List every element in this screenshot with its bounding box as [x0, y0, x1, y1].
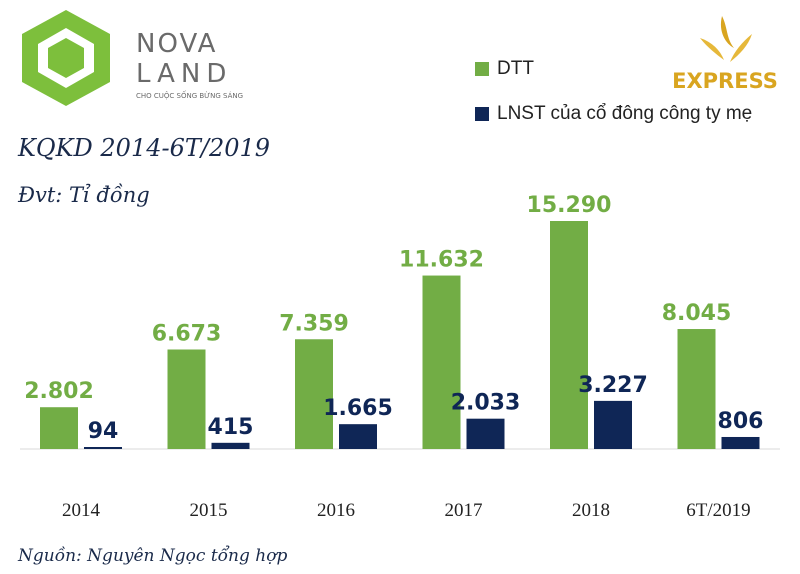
category-label-6t-2019: 6T/2019 — [686, 500, 750, 521]
bar-lnst-2014 — [84, 447, 122, 449]
express-bird-icon — [720, 16, 734, 48]
legend-item-lnst: LNST của cổ đông công ty mẹ — [475, 103, 752, 125]
data-label-lnst-2017: 2.033 — [451, 391, 521, 416]
express-logo-text: EXPRESS — [672, 69, 778, 93]
chart-unit: Đvt: Tỉ đồng — [18, 183, 150, 207]
category-label-2016: 2016 — [317, 500, 355, 521]
data-label-dtt-2014: 2.802 — [24, 379, 94, 404]
data-label-dtt-2016: 7.359 — [279, 311, 349, 336]
data-label-dtt-6t-2019: 8.045 — [662, 301, 732, 326]
data-label-dtt-2018: 15.290 — [527, 193, 612, 218]
category-label-2017: 2017 — [445, 500, 483, 521]
novaland-logo-text: NOVA — [136, 29, 217, 59]
bar-lnst-2018 — [594, 400, 632, 449]
novaland-logo-text-2: LAND — [136, 59, 232, 89]
data-label-dtt-2015: 6.673 — [152, 321, 222, 346]
bar-dtt-2018 — [550, 221, 588, 449]
bar-dtt-2016 — [295, 339, 333, 449]
legend-item-dtt: DTT — [475, 58, 534, 80]
legend-swatch-dtt — [475, 62, 489, 76]
source-note: Nguồn: Nguyên Ngọc tổng hợp — [18, 546, 288, 566]
bar-lnst-2016 — [339, 424, 377, 449]
legend-label-lnst: LNST của cổ đông công ty mẹ — [497, 103, 753, 124]
bar-dtt-2015 — [167, 349, 206, 449]
data-label-lnst-2016: 1.665 — [323, 396, 393, 421]
category-label-2014: 2014 — [62, 500, 101, 521]
bar-dtt-6t-2019 — [677, 329, 716, 449]
bar-dtt-2014 — [40, 407, 78, 449]
bar-lnst-6t-2019 — [721, 436, 760, 449]
novaland-logo: NOVA LAND CHO CUỘC SỐNG BỪNG SÁNG — [22, 10, 243, 106]
bar-lnst-2017 — [466, 418, 505, 449]
bar-dtt-2017 — [422, 275, 461, 449]
category-label-2015: 2015 — [190, 500, 228, 521]
bar-lnst-2015 — [211, 442, 250, 449]
data-label-lnst-2014: 94 — [88, 419, 119, 444]
category-label-2018: 2018 — [572, 500, 610, 521]
data-label-dtt-2017: 11.632 — [399, 248, 484, 273]
chart-title: KQKD 2014-6T/2019 — [18, 134, 271, 162]
data-label-lnst-6t-2019: 806 — [718, 409, 764, 434]
legend-label-dtt: DTT — [497, 58, 534, 79]
novaland-tagline: CHO CUỘC SỐNG BỪNG SÁNG — [136, 90, 243, 100]
data-label-lnst-2015: 415 — [208, 415, 254, 440]
data-label-lnst-2018: 3.227 — [578, 373, 648, 398]
legend-swatch-lnst — [475, 107, 489, 121]
express-logo: EXPRESS — [672, 16, 778, 93]
